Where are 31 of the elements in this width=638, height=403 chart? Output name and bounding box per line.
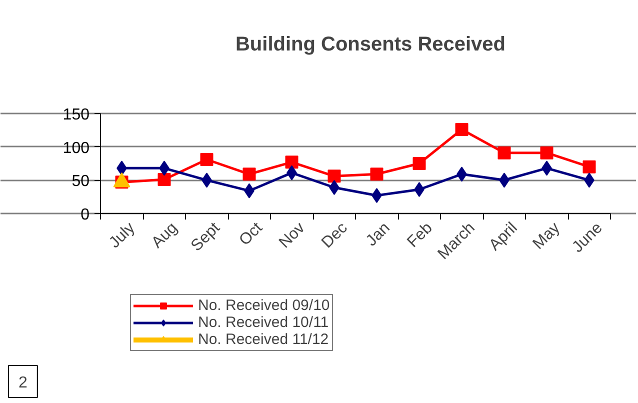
x-tick-label: Dec (318, 219, 351, 252)
point (498, 146, 511, 160)
y-tick-label: 0 (80, 206, 90, 224)
text: 2 (18, 374, 28, 392)
point (372, 188, 382, 203)
point (414, 182, 424, 197)
x-tick-label: May (530, 219, 564, 253)
legend-label: No. Received 10/11 (198, 314, 329, 331)
x-tick-label: Feb (404, 219, 436, 251)
point (412, 157, 426, 170)
y-tick-label: 150 (62, 106, 90, 124)
chart-title: Building Consents Received (235, 34, 506, 56)
point (370, 168, 384, 181)
legend-label: No. Received 09/10 (198, 297, 330, 314)
y-tick-label: 50 (72, 173, 90, 190)
point (328, 170, 341, 183)
legend-label: No. Received 11/12 (198, 331, 329, 348)
x-tick-label: Oct (236, 219, 266, 250)
x-tick-label: July (106, 219, 138, 252)
point (540, 146, 554, 160)
point (329, 180, 340, 195)
point (285, 156, 298, 169)
x-tick-label: Nov (276, 219, 308, 252)
point (158, 173, 171, 186)
x-tick-label: Aug (148, 219, 181, 252)
y-tick-label: 100 (62, 140, 90, 157)
point (242, 168, 256, 181)
point (582, 160, 596, 174)
point (200, 153, 214, 166)
point (455, 123, 468, 136)
x-tick-label: Jan (363, 219, 394, 250)
